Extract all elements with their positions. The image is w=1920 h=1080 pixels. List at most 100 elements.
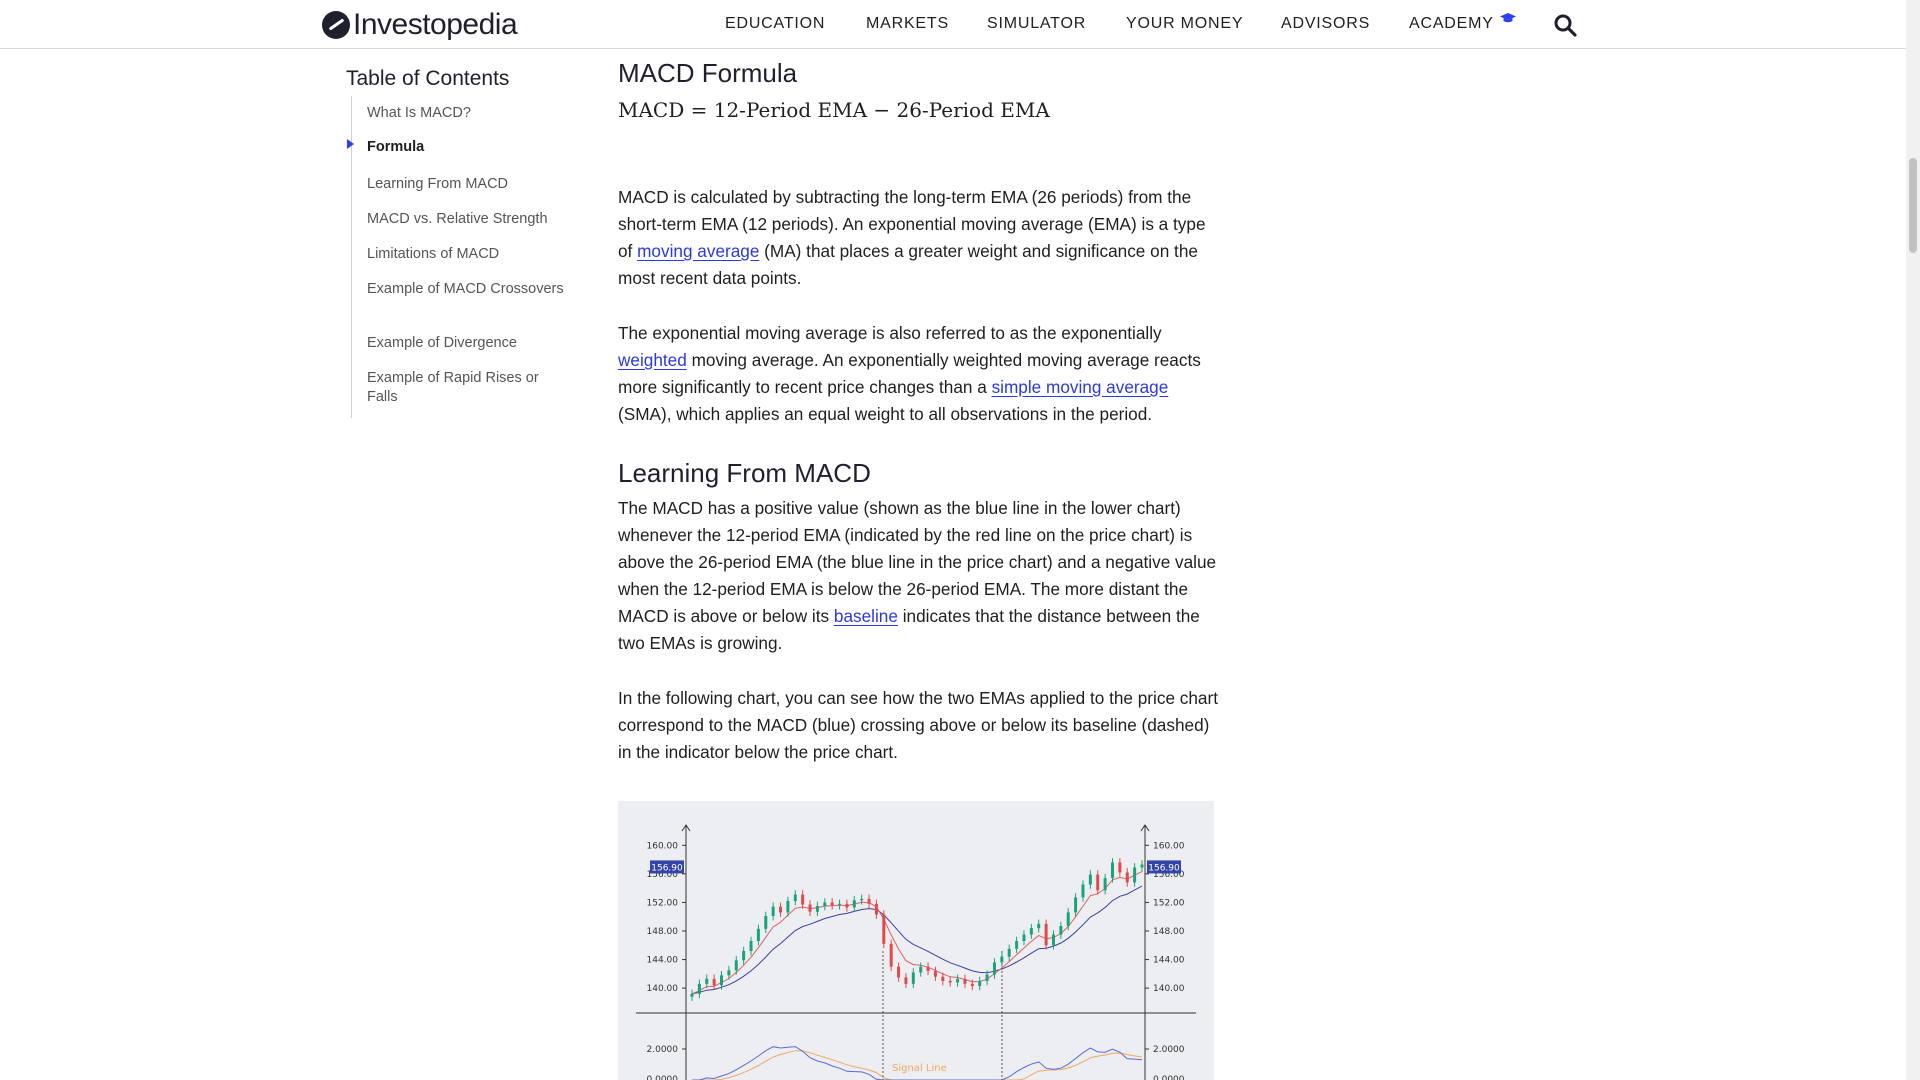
candle-body [808,904,812,912]
candle-body [889,943,893,967]
ema-26-line [691,885,1143,995]
formula-heading: MACD Formula [618,58,798,88]
nav-your-money[interactable]: YOUR MONEY [1126,15,1244,32]
text: (MA) that places a greater weight and si… [618,241,1198,288]
price-tick-label-left: 140.00 [647,984,679,994]
price-tick-label-right: 140.00 [1153,984,1185,994]
candle-body [1029,928,1033,935]
candle-body [882,914,886,944]
nav-advisors[interactable]: ADVISORS [1281,15,1371,32]
link-moving-average[interactable]: moving average [637,241,760,261]
nav-education[interactable]: EDUCATION [725,15,826,32]
candle-body [838,903,842,906]
nav-academy[interactable]: ACADEMY [1409,13,1516,33]
logo-text: Investopedia [353,8,518,41]
candle-body [941,976,945,981]
indicator-tick-label-left: 2.0000 [647,1045,679,1055]
paragraph-ewma: The exponential moving average is also r… [618,320,1218,428]
candle-body [1066,912,1070,926]
active-caret-icon [347,139,354,149]
candle-body [1140,864,1144,868]
candle-body [933,971,937,977]
macd-chart: 160.00 160.00 156.00 156.00 152.00 152.00 148.… [636,824,1196,1080]
candle-body [742,951,746,961]
site-header: Investopedia EDUCATION MARKETS SIMULATOR… [0,0,1906,49]
search-icon[interactable] [1553,13,1577,37]
graduation-cap-icon [1499,13,1516,23]
link-weighted[interactable]: weighted [618,350,687,370]
macd-line [692,1046,1143,1080]
candle-body [823,902,827,906]
candle-body [1103,878,1107,891]
text: The exponential moving average is also r… [618,323,1162,343]
candle-body [690,993,694,997]
toc-item-what-is-macd[interactable]: What Is MACD? [367,105,471,121]
price-tick-label-left: 152.00 [647,898,679,908]
candle-body [874,903,878,915]
toc-item-macd-crossovers[interactable]: Example of MACD Crossovers [367,281,564,297]
candle-body [1125,872,1129,883]
text: indicates that the distance between the … [618,606,1200,653]
candle-body [1118,862,1122,873]
nav-academy-label: ACADEMY [1409,15,1494,32]
link-baseline[interactable]: baseline [833,606,898,626]
candle-body [801,894,805,905]
candle-body [1015,941,1019,949]
candle-body [852,900,856,908]
toc-item-formula[interactable]: Formula [367,139,425,155]
scrollbar-thumb[interactable] [1909,158,1917,253]
price-tick-label-right: 160.00 [1153,841,1185,851]
nav-simulator[interactable]: SIMULATOR [987,15,1087,32]
candle-body [727,970,731,976]
ema-12-line [691,871,1143,995]
indicator-zero-label-right: 0.0000 [1153,1075,1185,1080]
learning-heading: Learning From MACD [618,458,871,488]
price-tick-label-right: 152.00 [1153,898,1185,908]
price-tick-label-left: 144.00 [647,956,679,966]
candle-body [779,906,783,913]
toc-item-learning-from-macd[interactable]: Learning From MACD [367,176,509,192]
candle-body [1051,934,1055,946]
text: MACD is calculated by subtracting the lo… [618,187,1206,261]
candle-body [1081,884,1085,898]
candle-body [911,972,915,984]
paragraph-chart-intro: In the following chart, you can see how … [618,688,1218,762]
signal-line [692,1050,1143,1080]
right-axis-arrow [1140,824,1150,832]
candle-body [904,977,908,984]
candle-body [815,906,819,912]
candle-body [845,903,849,908]
candle-body [734,960,738,971]
current-price-tag-right [1147,860,1181,874]
candle-body [705,978,709,984]
candle-body [1074,897,1078,913]
investopedia-logo[interactable]: Investopedia [322,8,518,42]
text: moving average. An exponentially weighte… [618,350,1201,397]
candle-body [830,902,834,906]
toc-item-divergence[interactable]: Example of Divergence [367,335,517,351]
toc-item-macd-vs-rsi[interactable]: MACD vs. Relative Strength [367,211,548,227]
toc-item-limitations[interactable]: Limitations of MACD [367,246,500,262]
price-tick-label-left: 160.00 [647,841,679,851]
candle-body [992,962,996,975]
current-price-tag-left [650,860,684,874]
price-tick-label-left: 156.00 [647,870,679,880]
macd-formula: MACD = 12-Period EMA − 26-Period EMA [618,98,1050,122]
toc-item-rapid-rises[interactable]: Example of Rapid Rises or Falls [367,370,539,405]
candle-body [712,978,716,986]
current-price-label-right: 156.90 [1148,863,1180,873]
candle-body [1000,956,1004,963]
paragraph-learning: The MACD has a positive value (shown as … [618,495,1218,657]
candle-body [897,966,901,978]
candle-body [1133,867,1137,883]
candle-body [1007,948,1011,957]
candle-body [720,975,724,986]
candle-body [978,981,982,986]
link-simple-moving-average[interactable]: simple moving average [991,377,1169,397]
price-tick-label-right: 156.00 [1153,870,1185,880]
text: (SMA), which applies an equal weight to … [618,404,1153,424]
candle-body [985,974,989,981]
nav-markets[interactable]: MARKETS [866,15,949,32]
page-scrollbar[interactable] [1906,0,1920,1080]
toc-list: What Is MACD? Formula Learning From MACD… [351,96,564,418]
